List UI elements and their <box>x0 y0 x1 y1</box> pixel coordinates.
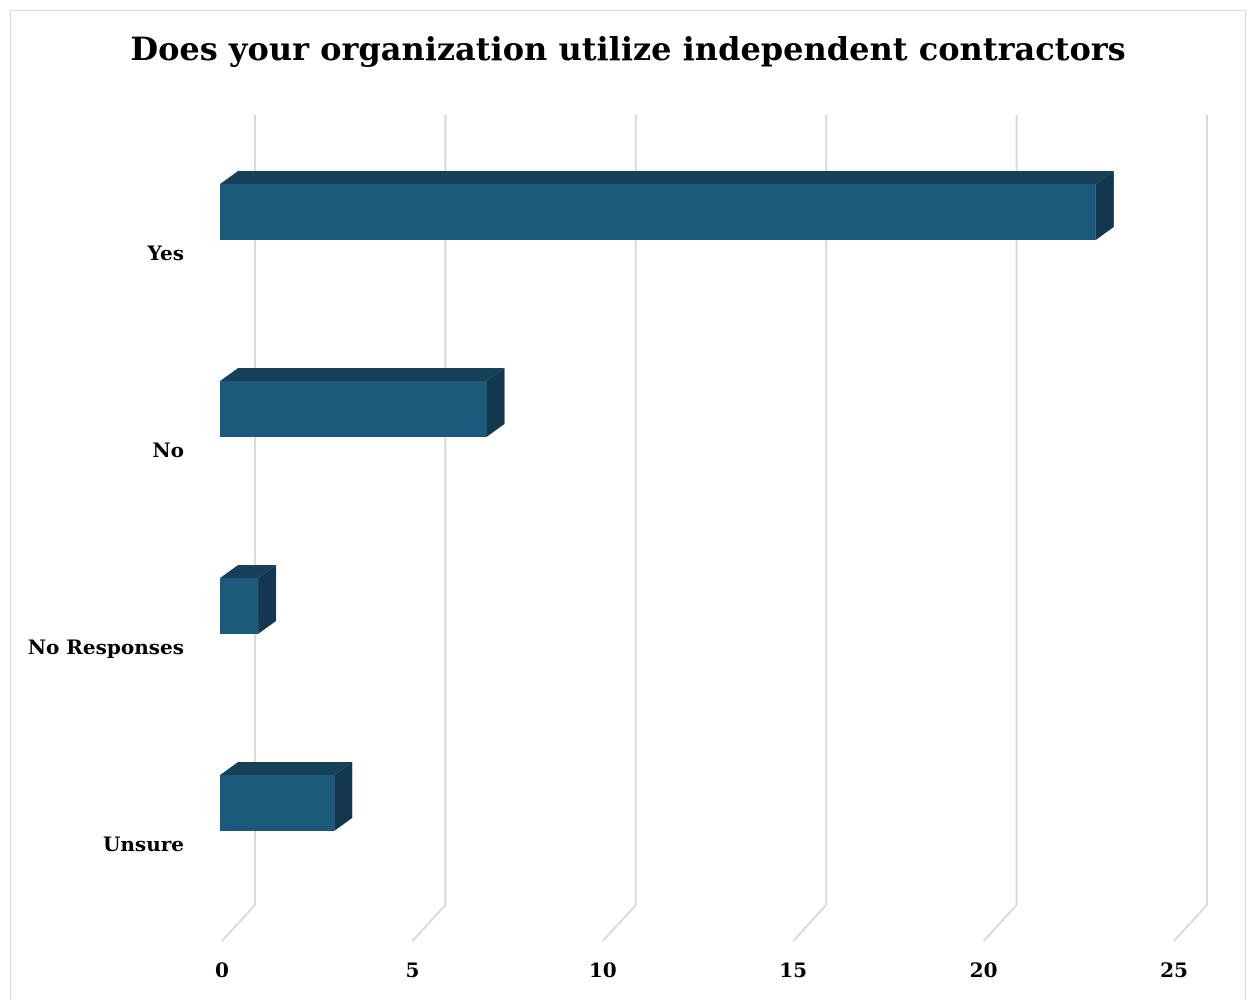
bar-top-face <box>220 171 1114 184</box>
category-labels: Yes No No Responses Unsure <box>28 241 184 856</box>
bar-top-face <box>220 565 277 578</box>
floor-gridline <box>602 904 637 942</box>
bar-side-face <box>258 565 277 634</box>
x-tick-label: 0 <box>215 958 229 982</box>
floor-gridline <box>221 904 256 942</box>
bar <box>220 565 277 634</box>
bar <box>220 171 1114 240</box>
bars <box>220 171 1114 831</box>
bar <box>220 762 353 831</box>
bar-top-face <box>220 368 505 381</box>
x-tick-label: 10 <box>589 958 617 982</box>
x-tick-label: 5 <box>405 958 419 982</box>
bar-front-face <box>220 381 487 437</box>
x-tick-label: 20 <box>970 958 998 982</box>
bar <box>220 368 505 437</box>
x-axis-ticks: 0 5 10 15 20 25 <box>215 958 1188 982</box>
bar-side-face <box>1095 171 1114 240</box>
x-tick-label: 25 <box>1160 958 1188 982</box>
category-label: Unsure <box>103 832 184 856</box>
bar-side-face <box>486 368 505 437</box>
floor-gridline <box>1173 904 1208 942</box>
category-label: No Responses <box>28 635 184 659</box>
floor-gridline <box>411 904 447 942</box>
floor-gridline <box>982 904 1018 942</box>
bar-front-face <box>220 184 1096 240</box>
bar-top-face <box>220 762 353 775</box>
bar-front-face <box>220 578 259 634</box>
x-tick-label: 15 <box>779 958 807 982</box>
floor-gridline <box>792 904 827 942</box>
category-label: No <box>152 438 184 462</box>
category-label: Yes <box>146 241 184 265</box>
bar-side-face <box>334 762 353 831</box>
chart-title: Does your organization utilize independe… <box>130 30 1126 68</box>
gridlines <box>221 115 1208 942</box>
bar-front-face <box>220 775 335 831</box>
